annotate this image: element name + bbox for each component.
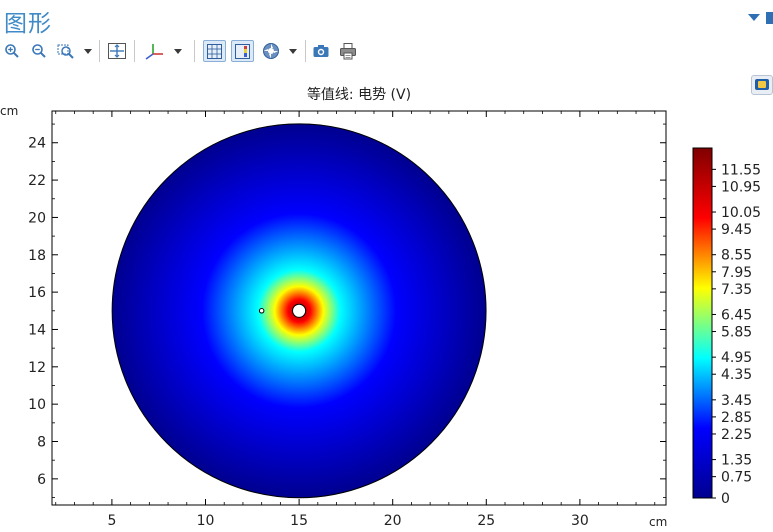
image-snapshot-button[interactable] (311, 40, 331, 62)
zoom-in-button[interactable] (3, 40, 21, 62)
panel-title: 图形 (4, 11, 52, 37)
toolbar-separator (194, 40, 195, 62)
colorbar (692, 147, 713, 499)
source-point (292, 303, 307, 318)
potential-contour-plot[interactable]: 等值线: 电势 (V) cm cm 5 10 15 20 25 30 6 8 10 12 14 16… (0, 70, 773, 532)
y-tick-label: 18 (28, 248, 46, 264)
x-tick-label: 15 (290, 513, 308, 529)
graphics-toolbar (0, 38, 773, 64)
y-tick-label: 6 (37, 472, 46, 488)
y-tick-label: 24 (28, 136, 46, 152)
scene-light-button[interactable] (260, 40, 282, 62)
axis-orientation-button[interactable] (143, 40, 165, 62)
colorbar-label: 0 (721, 491, 730, 507)
colorbar-label: 9.45 (721, 222, 752, 238)
colorbar-label: 7.35 (721, 282, 752, 298)
y-tick-label: 8 (37, 435, 46, 451)
show-grid-toggle[interactable] (203, 40, 226, 62)
colorbar-label: 10.95 (721, 179, 761, 195)
chevron-down-icon (174, 48, 182, 54)
x-tick-label: 30 (571, 513, 589, 529)
colorbar-label: 0.75 (721, 470, 752, 486)
colorbar-label: 1.35 (721, 453, 752, 469)
zoom-out-button[interactable] (30, 40, 48, 62)
y-tick-label: 14 (28, 322, 46, 338)
colorbar-label: 4.95 (721, 350, 752, 366)
zoom-box-button[interactable] (56, 40, 76, 62)
model-preview-button[interactable] (751, 75, 773, 95)
panel-pin-icon[interactable] (766, 12, 773, 24)
probe-point (258, 308, 265, 314)
toolbar-separator (99, 40, 100, 62)
colorbar-label: 4.35 (721, 367, 752, 383)
panel-menu-caret-icon[interactable] (748, 14, 760, 21)
x-axis-unit: cm (649, 515, 667, 529)
y-tick-label: 20 (28, 210, 46, 226)
colorbar-label: 3.45 (721, 393, 752, 409)
zoom-box-icon (57, 44, 74, 59)
model-preview-icon (755, 79, 769, 90)
image-snapshot-icon (313, 45, 329, 57)
x-tick-label: 20 (384, 513, 402, 529)
zoom-menu-dropdown[interactable] (82, 40, 94, 62)
y-tick-label: 10 (28, 397, 46, 413)
colorbar-label: 10.05 (721, 205, 761, 221)
panel-header: 图形 (0, 0, 773, 38)
y-axis-unit: cm (0, 104, 18, 118)
zoom-extents-icon (108, 43, 126, 59)
toolbar-separator (134, 40, 135, 62)
y-tick-label: 16 (28, 285, 46, 301)
colorbar-label: 6.45 (721, 307, 752, 323)
chevron-down-icon (289, 48, 297, 54)
colorbar-label: 5.85 (721, 325, 752, 341)
plot-axes-frame (51, 110, 667, 506)
show-legend-icon (235, 43, 250, 59)
scene-menu-dropdown[interactable] (287, 40, 299, 62)
x-tick-label: 5 (107, 513, 116, 529)
colorbar-label: 7.95 (721, 265, 752, 281)
zoom-out-icon (32, 44, 46, 58)
chevron-down-icon (84, 48, 92, 54)
colorbar-label: 2.25 (721, 427, 752, 443)
colorbar-label: 11.55 (721, 162, 761, 178)
y-tick-label: 12 (28, 360, 46, 376)
y-tick-label: 22 (28, 173, 46, 189)
plot-title: 等值线: 电势 (V) (307, 86, 411, 103)
show-legend-toggle[interactable] (231, 40, 254, 62)
colorbar-label: 2.85 (721, 410, 752, 426)
x-tick-label: 10 (197, 513, 215, 529)
zoom-in-icon (5, 44, 19, 58)
print-button[interactable] (338, 40, 358, 62)
view-menu-dropdown[interactable] (172, 40, 184, 62)
zoom-extents-button[interactable] (106, 40, 128, 62)
x-axis: 5 10 15 20 25 30 (55, 111, 656, 529)
colorbar-label: 8.55 (721, 248, 752, 264)
scene-light-icon (263, 43, 279, 59)
x-tick-label: 25 (477, 513, 495, 529)
axis-orientation-icon (145, 44, 163, 60)
show-grid-icon (207, 43, 222, 59)
toolbar-separator (305, 40, 306, 62)
print-icon (340, 43, 356, 60)
y-axis: 6 8 10 12 14 16 18 20 22 24 (28, 123, 666, 498)
